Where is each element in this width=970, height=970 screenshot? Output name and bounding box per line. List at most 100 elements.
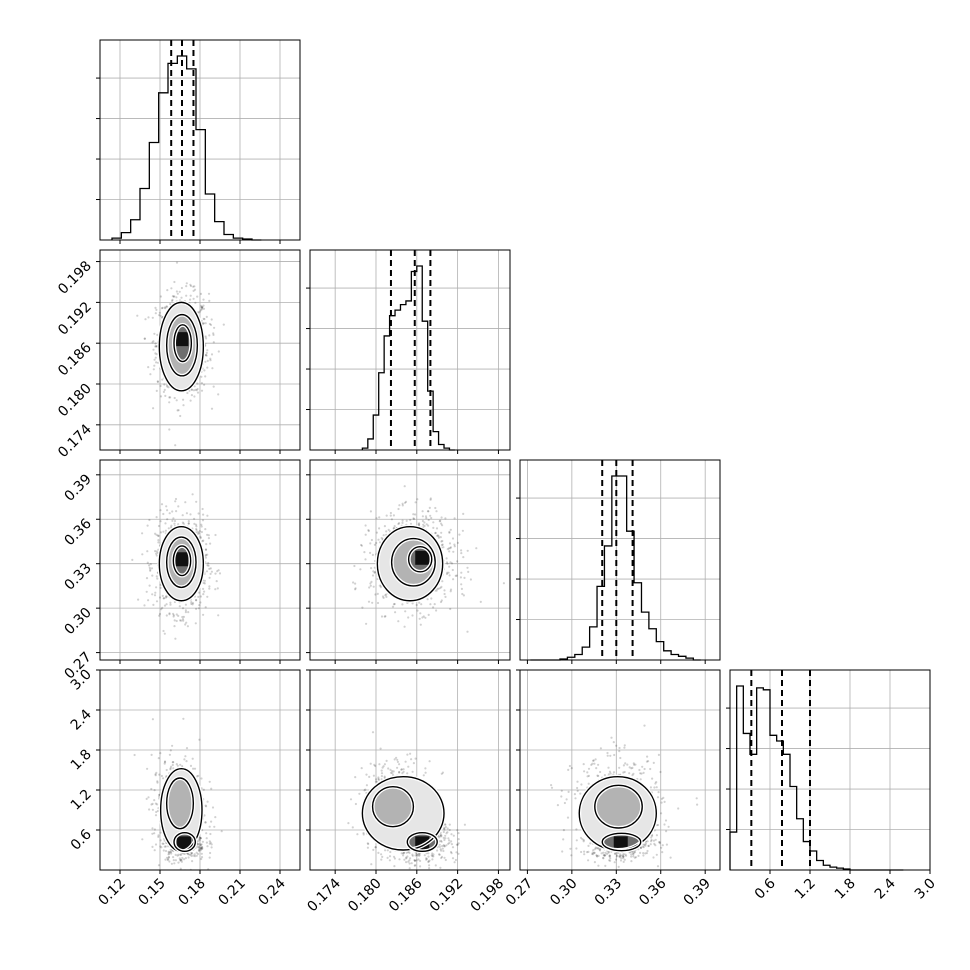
contour-line	[165, 777, 195, 830]
sample-point	[449, 588, 453, 591]
sample-point	[398, 522, 401, 525]
sample-point	[632, 772, 635, 775]
sample-point	[159, 509, 162, 512]
sample-point	[208, 780, 211, 783]
sample-point	[460, 552, 463, 555]
sample-point	[442, 836, 445, 840]
sample-point	[435, 609, 438, 612]
sample-point	[160, 846, 163, 849]
sample-point	[155, 361, 158, 364]
sample-point	[202, 613, 205, 616]
sample-point	[463, 576, 466, 580]
sample-point	[200, 857, 203, 861]
sample-point	[155, 389, 158, 392]
sample-point	[159, 295, 162, 298]
sample-point	[150, 787, 153, 791]
sample-point	[196, 387, 199, 391]
sample-point	[164, 845, 167, 848]
sample-point	[630, 767, 633, 770]
sample-point	[169, 851, 172, 854]
sample-point	[469, 578, 472, 581]
sample-point	[425, 858, 428, 861]
sample-point	[136, 314, 139, 317]
sample-point	[204, 548, 208, 551]
sample-point	[168, 860, 171, 863]
sample-point	[435, 527, 439, 530]
sample-point	[380, 769, 383, 772]
sample-point	[391, 605, 395, 608]
sample-point	[202, 513, 205, 516]
density-peak	[415, 550, 430, 565]
sample-point	[202, 307, 206, 310]
sample-point	[395, 756, 398, 759]
sample-point	[200, 306, 203, 309]
sample-point	[205, 351, 208, 354]
sample-point	[161, 594, 164, 598]
sample-point	[460, 583, 463, 586]
sample-point	[154, 773, 157, 776]
sample-point	[438, 853, 441, 856]
sample-point	[169, 302, 172, 306]
sample-point	[148, 518, 151, 522]
sample-point	[374, 593, 377, 596]
contour-line	[165, 313, 199, 377]
sample-point	[384, 872, 386, 874]
sample-point	[377, 778, 380, 782]
sample-point	[389, 514, 392, 517]
sample-point	[599, 874, 601, 876]
sample-point	[147, 796, 150, 799]
sample-point	[445, 561, 449, 564]
contour-line	[172, 545, 192, 577]
sample-point	[455, 843, 458, 846]
sample-point	[171, 744, 174, 747]
sample-point	[173, 619, 176, 622]
sample-point	[449, 590, 452, 593]
sample-point	[164, 879, 166, 881]
sample-point	[424, 616, 427, 619]
sample-point	[148, 584, 151, 587]
sample-point	[209, 542, 212, 545]
sample-point	[181, 521, 184, 524]
sample-point	[424, 515, 428, 518]
sample-point	[185, 294, 188, 297]
sample-point	[155, 575, 158, 578]
sample-point	[151, 845, 154, 849]
sample-point	[182, 404, 185, 407]
sample-point	[147, 316, 150, 319]
sample-point	[197, 846, 200, 849]
sample-point	[209, 357, 212, 360]
sample-point	[370, 863, 373, 866]
sample-point	[448, 574, 451, 577]
sample-point	[405, 857, 408, 860]
sample-point	[208, 567, 211, 571]
sample-point	[190, 852, 194, 855]
sample-point	[353, 564, 356, 568]
sample-point	[450, 840, 453, 843]
sample-point	[383, 615, 386, 618]
sample-point	[190, 602, 193, 606]
sample-point	[203, 318, 206, 321]
sample-point	[446, 831, 449, 834]
sample-point	[439, 839, 443, 843]
sample-point	[440, 540, 443, 543]
sample-point	[165, 505, 168, 508]
sample-point	[167, 386, 170, 389]
sample-point	[418, 854, 421, 857]
sample-point	[439, 600, 443, 604]
sample-point	[425, 523, 428, 526]
sample-point	[377, 851, 380, 855]
sample-point	[196, 775, 199, 778]
sample-point	[594, 758, 597, 761]
sample-point	[370, 567, 373, 570]
sample-point	[398, 771, 401, 774]
sample-point	[427, 510, 430, 513]
sample-point	[167, 856, 170, 859]
sample-point	[361, 606, 364, 609]
sample-point	[189, 513, 192, 516]
sample-point	[179, 858, 182, 861]
sample-point	[214, 588, 217, 591]
sample-point	[199, 849, 202, 852]
sample-point	[172, 859, 175, 862]
sample-point	[151, 316, 154, 319]
sample-point	[208, 842, 211, 845]
